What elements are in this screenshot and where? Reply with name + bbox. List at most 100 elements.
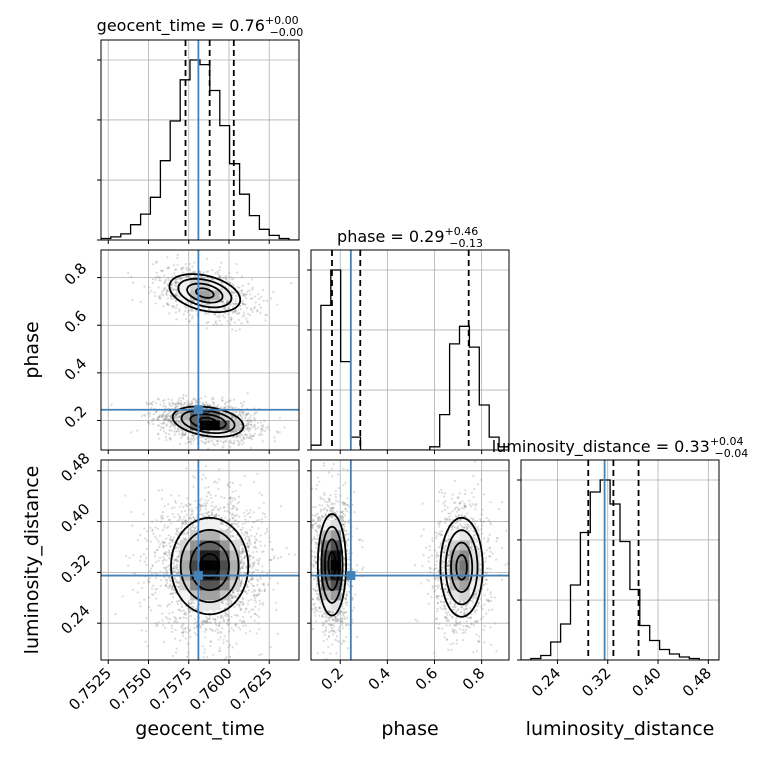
sample-point	[175, 292, 177, 294]
sample-point	[174, 428, 176, 430]
sample-point	[214, 621, 216, 623]
sample-point	[187, 436, 189, 438]
sample-point	[186, 656, 188, 658]
sample-point	[239, 437, 241, 439]
sample-point	[254, 541, 256, 543]
sample-point	[270, 297, 272, 299]
luminosity-distance-hist-bin	[620, 542, 630, 661]
sample-point	[183, 609, 185, 611]
sample-point	[175, 307, 177, 309]
sample-point	[128, 557, 130, 559]
sample-point	[211, 440, 213, 442]
sample-point	[165, 279, 167, 281]
sample-point	[168, 549, 170, 551]
sample-point	[178, 415, 180, 417]
sample-point	[229, 399, 231, 401]
sample-point	[180, 437, 182, 439]
sample-point	[167, 297, 169, 299]
sample-point	[165, 416, 167, 418]
sample-point	[132, 554, 134, 556]
sample-point	[185, 631, 187, 633]
sample-point	[166, 256, 168, 258]
sample-point	[230, 616, 232, 618]
sample-point	[258, 298, 260, 300]
sample-point	[231, 278, 233, 280]
sample-point	[148, 286, 150, 288]
sample-point	[228, 618, 230, 620]
sample-point	[179, 443, 181, 445]
sample-point	[250, 415, 252, 417]
geocent-time-hist-bin	[210, 91, 220, 240]
sample-point	[215, 406, 217, 408]
sample-point	[249, 630, 251, 632]
sample-point	[130, 431, 132, 433]
sample-point	[245, 536, 247, 538]
sample-point	[162, 270, 164, 272]
sample-point	[185, 395, 187, 397]
sample-point	[206, 327, 208, 329]
sample-point	[263, 590, 265, 592]
sample-point	[143, 582, 145, 584]
sample-point	[226, 602, 228, 604]
sample-point	[199, 271, 201, 273]
sample-point	[182, 506, 184, 508]
sample-point	[175, 533, 177, 535]
sample-point	[167, 303, 169, 305]
sample-point	[239, 414, 241, 416]
sample-point	[215, 320, 217, 322]
sample-point	[266, 530, 268, 532]
sample-point	[157, 433, 159, 435]
sample-point	[170, 405, 172, 407]
sample-point	[241, 558, 243, 560]
sample-point	[122, 595, 124, 597]
sample-point	[154, 295, 156, 297]
sample-point	[114, 613, 116, 615]
sample-point	[181, 632, 183, 634]
sample-point	[210, 494, 212, 496]
sample-point	[258, 628, 260, 630]
sample-point	[207, 313, 209, 315]
sample-point	[190, 443, 192, 445]
phase-hist-bin	[311, 445, 321, 450]
sample-point	[235, 298, 237, 300]
sample-point	[207, 270, 209, 272]
sample-point	[204, 487, 206, 489]
sample-point	[154, 279, 156, 281]
density-cell	[210, 430, 220, 440]
sample-point	[227, 483, 229, 485]
sample-point	[152, 594, 154, 596]
sample-point	[263, 420, 265, 422]
sample-point	[169, 429, 171, 431]
sample-point	[236, 523, 238, 525]
sample-point	[169, 426, 171, 428]
sample-point	[231, 318, 233, 320]
sample-point	[212, 618, 214, 620]
sample-point	[262, 512, 264, 514]
sample-point	[279, 417, 281, 419]
sample-point	[176, 430, 178, 432]
sample-point	[265, 516, 267, 518]
sample-point	[175, 415, 177, 417]
sample-point	[192, 315, 194, 317]
sample-point	[248, 289, 250, 291]
sample-point	[238, 319, 240, 321]
sample-point	[175, 502, 177, 504]
sample-point	[143, 414, 145, 416]
sample-point	[246, 425, 248, 427]
sample-point	[147, 412, 149, 414]
sample-point	[256, 411, 258, 413]
sample-point	[165, 436, 167, 438]
sample-point	[258, 563, 260, 565]
sample-point	[243, 414, 245, 416]
sample-point	[231, 416, 233, 418]
sample-point	[242, 616, 244, 618]
sample-point	[168, 542, 170, 544]
sample-point	[237, 440, 239, 442]
sample-point	[242, 527, 244, 529]
sample-point	[195, 634, 197, 636]
sample-point	[186, 275, 188, 277]
sample-point	[163, 414, 165, 416]
sample-point	[200, 397, 202, 399]
sample-point	[243, 401, 245, 403]
sample-point	[260, 296, 262, 298]
